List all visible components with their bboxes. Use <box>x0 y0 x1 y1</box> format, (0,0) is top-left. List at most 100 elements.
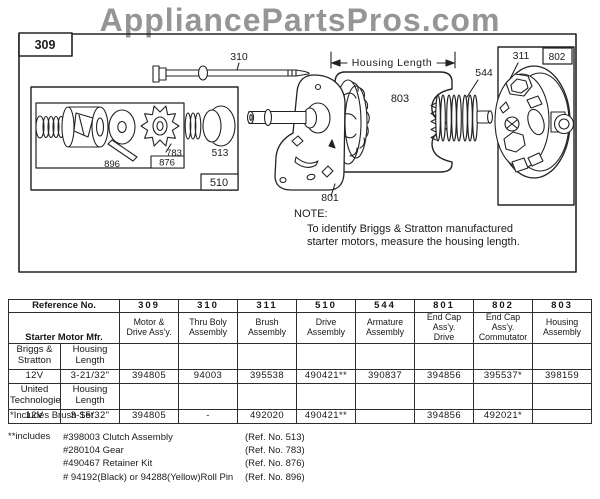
length-cell: Housing Length <box>59 382 121 410</box>
footnote-item: #490467 Retainer Kit (Ref. No. 876) <box>63 457 305 470</box>
footnote-brush-set: *Includes Brush Set <box>10 410 94 421</box>
part-cell <box>355 382 416 410</box>
part-cell <box>237 382 298 410</box>
col-name-544: Armature Assembly <box>355 312 416 344</box>
footnote-ref: (Ref. No. 896) <box>245 471 305 483</box>
watermark-text: AppliancePartsPros.com <box>99 2 501 38</box>
part-cell <box>532 382 593 410</box>
part-cell: 490421** <box>296 368 357 384</box>
part-cell: 394805 <box>119 368 180 384</box>
part-cell <box>237 342 298 370</box>
note-line-2: starter motors, measure the housing leng… <box>307 236 520 248</box>
col-header-309: 309 <box>119 299 180 313</box>
footnote-part: # 94192(Black) or 94288(Yellow)Roll Pin <box>63 471 234 483</box>
part-cell <box>178 382 239 410</box>
footnote-ref: (Ref. No. 513) <box>245 432 305 443</box>
part-cell <box>414 342 475 370</box>
part-cell <box>296 342 357 370</box>
mfr-cell: United Technologies <box>8 382 61 410</box>
reference-no-header: Reference No. <box>7 299 121 313</box>
col-header-544: 544 <box>355 299 416 313</box>
label-802: 802 <box>549 52 566 63</box>
col-header-311: 311 <box>237 299 298 313</box>
table-row-briggs-12v: 12V 3-21/32" 394805 94003 395538 490421*… <box>8 368 593 384</box>
part-cell: 394856 <box>414 408 475 424</box>
drive-assembly-510-drawing <box>30 86 239 191</box>
col-name-803: Housing Assembly <box>532 312 593 344</box>
part-cell <box>355 408 416 424</box>
part-cell <box>296 382 357 410</box>
part-cell <box>119 342 180 370</box>
part-cell <box>355 342 416 370</box>
table-row-briggs: Briggs & Stratton Housing Length <box>8 342 593 370</box>
label-876: 876 <box>159 158 175 169</box>
footnote-part: #398003 Clutch Assembly <box>63 432 173 443</box>
mfr-cell: Briggs & Stratton <box>8 342 61 370</box>
armature-544-drawing <box>430 79 493 142</box>
part-cell: 390837 <box>355 368 416 384</box>
note-title: NOTE: <box>294 208 328 220</box>
part-cell <box>414 382 475 410</box>
length-cell: 3-15/32" <box>59 408 121 424</box>
thru-bolt-310-drawing <box>152 62 310 83</box>
length-cell: 3-21/32" <box>59 368 121 384</box>
part-cell: 492021* <box>473 408 534 424</box>
part-cell: 394856 <box>414 368 475 384</box>
col-header-510: 510 <box>296 299 357 313</box>
footnote-ref: (Ref. No. 783) <box>245 445 305 457</box>
col-name-309: Motor & Drive Ass'y. <box>119 312 180 344</box>
label-513: 513 <box>212 148 229 159</box>
parts-table: Reference No. 309 310 311 510 544 801 80… <box>7 299 593 424</box>
end-cap-commutator-drawing <box>494 62 575 179</box>
col-name-311: Brush Assembly <box>237 312 298 344</box>
footnote-item: #280104 Gear (Ref. No. 783) <box>63 444 305 457</box>
housing-length-dimension <box>330 51 456 69</box>
reference-number-row: Reference No. 309 310 311 510 544 801 80… <box>7 299 593 313</box>
note-line-1: To identify Briggs & Stratton manufactur… <box>307 223 513 235</box>
length-cell: Housing Length <box>59 342 121 370</box>
part-cell: 94003 <box>178 368 239 384</box>
label-803: 803 <box>391 93 409 105</box>
part-cell <box>119 382 180 410</box>
label-544: 544 <box>475 67 493 79</box>
diagram-labels: 309 310 Housing Length 311 802 544 803 8… <box>35 38 566 248</box>
col-name-510: Drive Assembly <box>296 312 357 344</box>
part-cell <box>178 342 239 370</box>
part-cell <box>532 342 593 370</box>
label-310: 310 <box>230 51 248 63</box>
footnote-includes-block: **includes #398003 Clutch Assembly (Ref.… <box>8 431 305 484</box>
col-header-802: 802 <box>473 299 534 313</box>
end-cap-801-drawing <box>246 74 346 197</box>
part-cell: 490421** <box>296 408 357 424</box>
label-896: 896 <box>104 159 120 170</box>
col-header-801: 801 <box>414 299 475 313</box>
label-801: 801 <box>321 192 339 204</box>
col-name-801: End Cap Ass'y. Drive <box>414 312 475 344</box>
col-header-803: 803 <box>532 299 593 313</box>
part-cell <box>473 342 534 370</box>
col-name-802: End Cap Ass'y. Commutator <box>473 312 534 344</box>
footnote-item: # 94192(Black) or 94288(Yellow)Roll Pin … <box>63 471 305 484</box>
table-row-united-12v: 12V 3-15/32" 394805 - 492020 490421** 39… <box>8 408 593 424</box>
starter-motor-mfr-header: Starter Motor Mfr. <box>7 312 121 344</box>
label-housing-length: Housing Length <box>352 57 433 69</box>
footnote-ref: (Ref. No. 876) <box>245 458 305 470</box>
col-name-310: Thru Boly Assembly <box>178 312 239 344</box>
label-510: 510 <box>210 177 228 189</box>
col-header-310: 310 <box>178 299 239 313</box>
footnote-part: #280104 Gear <box>63 445 124 457</box>
footnote-items: #398003 Clutch Assembly (Ref. No. 513) #… <box>63 431 305 484</box>
label-783: 783 <box>166 148 182 159</box>
label-311: 311 <box>513 50 530 62</box>
assembly-name-row: Starter Motor Mfr. Motor & Drive Ass'y. … <box>7 312 593 344</box>
part-cell <box>532 408 593 424</box>
table-row-united-technologies: United Technologies Housing Length <box>8 382 593 410</box>
part-cell: - <box>178 408 239 424</box>
part-cell: 394805 <box>119 408 180 424</box>
label-309: 309 <box>35 38 56 52</box>
footnote-includes-label: **includes <box>8 431 51 442</box>
part-cell: 395537* <box>473 368 534 384</box>
part-cell: 395538 <box>237 368 298 384</box>
